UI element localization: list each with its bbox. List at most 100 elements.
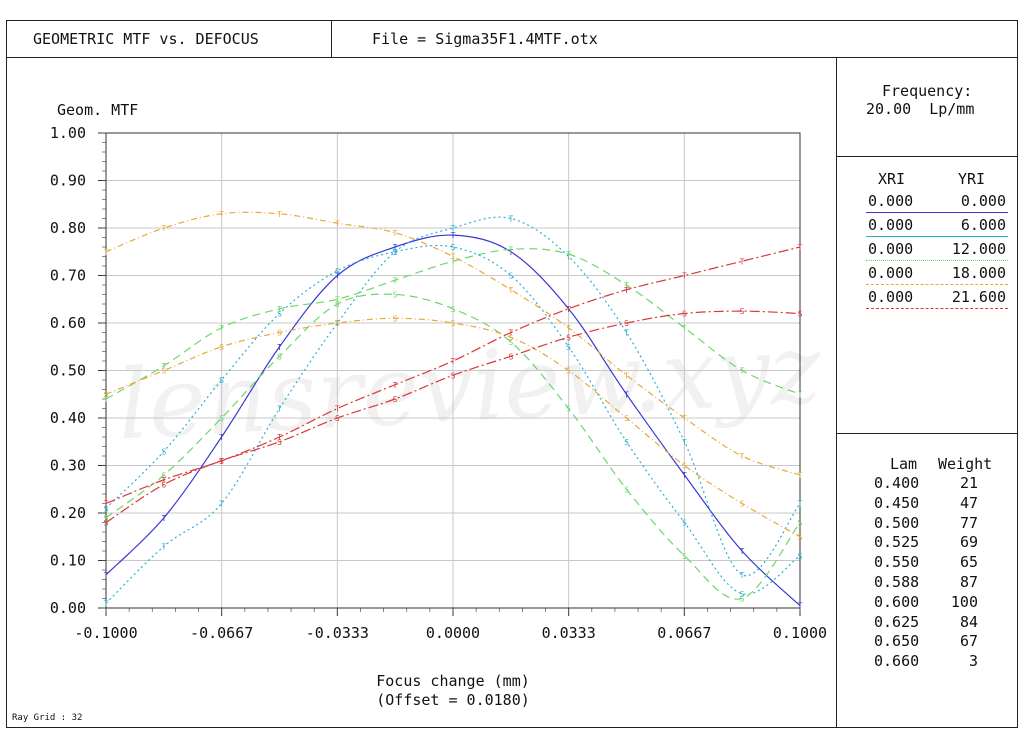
- wavelength-value: 0.500: [874, 513, 920, 532]
- field-line-sample: [866, 260, 1008, 261]
- field-legend-row: 0.000 0.000: [866, 192, 1008, 216]
- data-point-marker: T: [682, 324, 687, 333]
- wavelength-weight: 84: [959, 612, 978, 631]
- data-point-marker: S: [277, 329, 282, 338]
- y-tick-label: 0.50: [50, 362, 86, 380]
- data-point-marker: T: [277, 433, 282, 442]
- x-tick-label: -0.0667: [190, 624, 253, 642]
- wavelength-weight: 21: [959, 474, 978, 492]
- data-point-marker: T: [566, 250, 571, 259]
- data-point-marker: T: [277, 405, 282, 414]
- data-point-marker: T: [682, 471, 687, 480]
- data-point-marker: T: [219, 500, 224, 509]
- data-point-marker: S: [219, 376, 224, 385]
- wavelength-weight: 69: [959, 533, 978, 552]
- data-point-marker: T: [682, 438, 687, 447]
- data-point-marker: S: [740, 590, 745, 599]
- right-panel-separator-2: [836, 433, 1018, 434]
- data-point-marker: T: [393, 248, 398, 257]
- y-tick-label: 0.90: [50, 172, 86, 190]
- data-point-marker: T: [798, 471, 803, 480]
- data-point-marker: T: [219, 433, 224, 442]
- field-yri: 21.600: [951, 288, 1006, 306]
- wavelength-weight: 77: [959, 513, 978, 532]
- x-tick-label: 0.0000: [426, 624, 480, 642]
- plot-area-border: [105, 132, 801, 609]
- data-point-marker: T: [509, 215, 514, 224]
- y-tick-label: 1.00: [50, 124, 86, 142]
- data-point-marker: S: [162, 471, 167, 480]
- data-point-marker: S: [104, 519, 109, 528]
- y-tick-label: 0.00: [50, 599, 86, 617]
- data-point-marker: S: [335, 267, 340, 276]
- wavelength-value: 0.625: [874, 612, 920, 631]
- data-point-marker: T: [393, 381, 398, 390]
- wavelength-header-weight: Weight: [938, 455, 993, 473]
- data-point-marker: T: [566, 305, 571, 314]
- data-point-marker: T: [219, 324, 224, 333]
- y-tick-label: 0.40: [50, 409, 86, 427]
- data-point-marker: S: [104, 504, 109, 513]
- field-yri: 6.000: [960, 216, 1006, 234]
- wavelength-value: 0.450: [874, 493, 920, 512]
- data-point-marker: T: [277, 305, 282, 314]
- data-point-marker: S: [104, 514, 109, 523]
- data-point-marker: T: [740, 547, 745, 556]
- data-point-marker: T: [451, 253, 456, 262]
- data-point-marker: S: [335, 414, 340, 423]
- data-point-marker: S: [740, 500, 745, 509]
- wavelength-weight: 47: [959, 493, 978, 512]
- data-point-marker: S: [104, 390, 109, 399]
- data-point-marker: T: [798, 602, 803, 611]
- field-xri: 0.000: [868, 288, 914, 306]
- data-point-marker: S: [682, 519, 687, 528]
- y-axis-label: Geom. MTF: [57, 101, 138, 119]
- data-point-marker: S: [624, 485, 629, 494]
- right-panel-divider: [836, 57, 837, 728]
- y-tick-label: 0.70: [50, 267, 86, 285]
- wavelength-weight: 3: [968, 652, 978, 671]
- data-point-marker: S: [219, 414, 224, 423]
- data-point-marker: S: [509, 338, 514, 347]
- data-point-marker: T: [162, 476, 167, 485]
- data-point-marker: S: [451, 243, 456, 252]
- data-point-marker: T: [740, 571, 745, 580]
- data-point-marker: S: [682, 310, 687, 319]
- y-tick-label: 0.30: [50, 457, 86, 475]
- field-legend-row: 0.000 6.000: [866, 216, 1008, 240]
- header-divider: [331, 20, 332, 58]
- chart-title: GEOMETRIC MTF vs. DEFOCUS: [33, 30, 259, 48]
- data-point-marker: S: [682, 462, 687, 471]
- series-line: [105, 248, 801, 400]
- data-point-marker: T: [798, 390, 803, 399]
- data-point-marker: T: [509, 245, 514, 254]
- data-point-marker: S: [740, 307, 745, 316]
- data-point-marker: T: [277, 210, 282, 219]
- data-point-marker: T: [162, 224, 167, 233]
- field-header-xri: XRI: [878, 170, 906, 188]
- series-line: [105, 234, 801, 607]
- series-line: [105, 216, 801, 604]
- data-point-marker: T: [219, 210, 224, 219]
- data-point-marker: S: [219, 343, 224, 352]
- data-point-marker: T: [162, 514, 167, 523]
- data-point-marker: S: [162, 447, 167, 456]
- data-point-marker: T: [162, 362, 167, 371]
- y-tick-label: 0.10: [50, 552, 86, 570]
- data-point-marker: S: [566, 367, 571, 376]
- file-name: File = Sigma35F1.4MTF.otx: [372, 30, 598, 48]
- data-point-marker: S: [277, 310, 282, 319]
- data-point-marker: T: [277, 343, 282, 352]
- ray-grid-label: Ray Grid : 32: [12, 713, 83, 723]
- data-point-marker: S: [335, 300, 340, 309]
- field-header-yri: YRI: [958, 170, 986, 188]
- field-yri: 18.000: [951, 264, 1006, 282]
- data-point-marker: T: [624, 281, 629, 290]
- data-point-marker: S: [682, 552, 687, 561]
- wavelength-value: 0.525: [874, 533, 920, 552]
- data-point-marker: S: [624, 438, 629, 447]
- field-yri: 0.000: [960, 192, 1006, 210]
- data-point-marker: S: [798, 310, 803, 319]
- data-point-marker: T: [451, 231, 456, 240]
- data-point-marker: T: [393, 243, 398, 252]
